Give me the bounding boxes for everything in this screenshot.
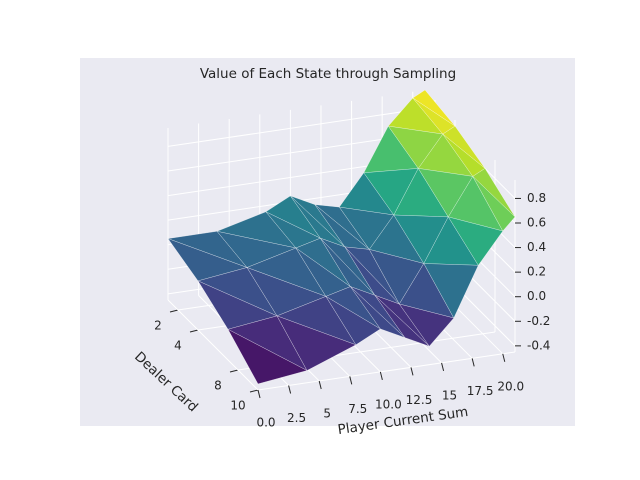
- y-tick: [379, 371, 383, 381]
- x-tick-label: 2: [154, 319, 162, 333]
- y-tick: [318, 380, 322, 390]
- x-tick-label: 8: [214, 379, 222, 393]
- y-tick-label: 0.0: [256, 416, 275, 430]
- surface-facet: [423, 263, 479, 319]
- z-tick-label: 0.0: [527, 289, 546, 303]
- y-tick: [502, 353, 506, 362]
- surface-facet: [472, 176, 516, 232]
- y-tick: [471, 358, 475, 367]
- surface-facet: [276, 315, 357, 371]
- z-tick-label: -0.4: [527, 338, 550, 352]
- chart-title: Value of Each State through Sampling: [200, 66, 456, 82]
- z-tick-label: -0.2: [527, 314, 550, 328]
- x-tick-label: 4: [174, 339, 182, 353]
- y-tick: [349, 376, 353, 385]
- y-tick-label: 7.5: [348, 402, 367, 416]
- y-tick-label: 20.0: [497, 379, 524, 393]
- z-tick-label: 0.4: [527, 240, 546, 254]
- surface-facet: [374, 295, 430, 347]
- y-tick-label: 15: [442, 388, 457, 402]
- y-tick: [441, 362, 445, 371]
- y-tick: [288, 385, 292, 394]
- z-tick-label: 0.2: [527, 265, 546, 279]
- y-tick-label: 17.5: [467, 384, 494, 398]
- x-tick: [249, 389, 259, 393]
- y-tick-label: 12.5: [406, 393, 433, 407]
- y-tick: [410, 367, 414, 376]
- y-tick-label: 5: [323, 406, 331, 420]
- y-tick-label: 10.0: [375, 397, 402, 411]
- x-tick-label: 10: [230, 399, 245, 413]
- surface-facet: [398, 303, 455, 347]
- surface-facet: [447, 216, 504, 266]
- x-tick: [169, 309, 179, 313]
- y-tick-label: 2.5: [287, 411, 306, 425]
- surface-facet: [227, 328, 308, 385]
- surface-facet: [325, 296, 381, 346]
- y-tick: [257, 389, 261, 399]
- x-tick: [189, 329, 199, 333]
- grid-line: [167, 299, 259, 391]
- z-tick-label: 0.8: [527, 191, 546, 205]
- z-tick-label: 0.6: [527, 216, 546, 230]
- grid-line: [167, 107, 426, 147]
- surface-facet: [350, 286, 406, 338]
- x-tick: [229, 369, 239, 373]
